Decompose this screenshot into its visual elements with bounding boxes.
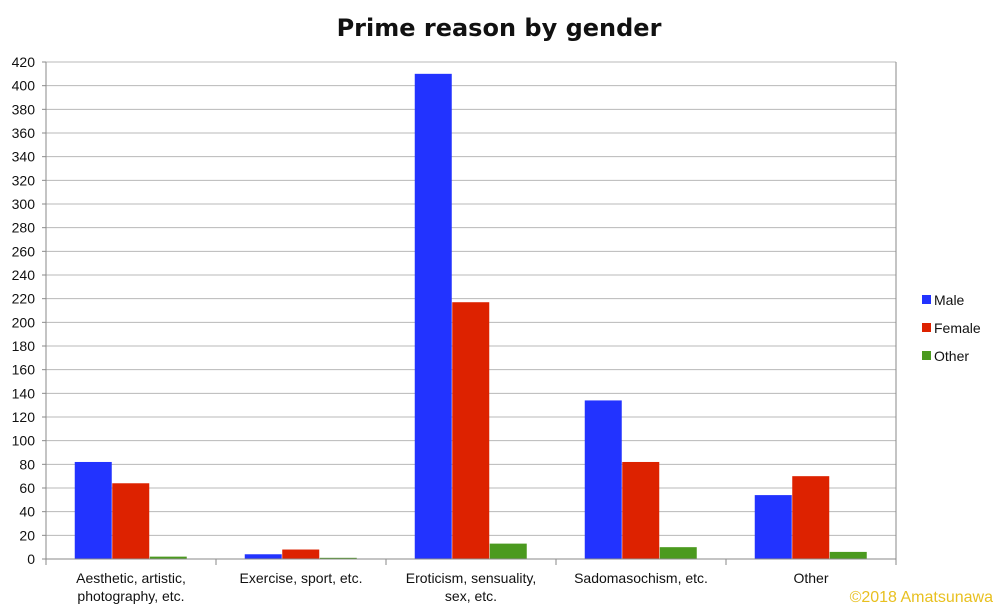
- y-tick-label: 20: [19, 527, 35, 543]
- y-tick-label: 220: [12, 291, 36, 307]
- y-tick-label: 420: [12, 54, 36, 70]
- bar-female: [792, 476, 830, 559]
- y-tick-label: 400: [12, 78, 36, 94]
- y-tick-label: 320: [12, 172, 36, 188]
- y-tick-label: 280: [12, 220, 36, 236]
- y-tick-label: 140: [12, 385, 36, 401]
- x-category-label: Other: [793, 570, 828, 586]
- bar-other: [149, 556, 187, 559]
- y-tick-label: 100: [12, 433, 36, 449]
- bar-male: [754, 495, 792, 559]
- bar-female: [112, 483, 150, 559]
- x-category-label: sex, etc.: [445, 588, 497, 604]
- gridlines: [46, 61, 896, 560]
- bar-female: [282, 549, 320, 559]
- y-axis-ticks: 0 20 40 60 80 100 120 140 160 180 200 220 240 260 280 3…: [12, 54, 36, 567]
- y-tick-label: 40: [19, 504, 35, 520]
- bar-other: [489, 543, 527, 559]
- y-tick-label: 260: [12, 243, 36, 259]
- copyright-text: ©2018 Amatsunawa: [850, 589, 994, 606]
- bar-female: [622, 461, 660, 559]
- y-tick-label: 360: [12, 125, 36, 141]
- bar-male: [414, 73, 452, 559]
- bar-other: [829, 551, 867, 559]
- bar-male: [74, 461, 112, 559]
- bar-other: [319, 557, 357, 559]
- y-tick-label: 340: [12, 149, 36, 165]
- x-axis-labels: Aesthetic, artistic, photography, etc. Exe…: [76, 570, 829, 604]
- bar-other: [659, 547, 697, 559]
- y-tick-label: 240: [12, 267, 36, 283]
- legend: Male Female Other: [922, 292, 981, 364]
- chart-title: Prime reason by gender: [337, 14, 662, 42]
- x-category-label: photography, etc.: [77, 588, 184, 604]
- y-tick-label: 380: [12, 101, 36, 117]
- y-tick-label: 0: [27, 551, 35, 567]
- bars: [74, 73, 867, 559]
- x-category-label: Sadomasochism, etc.: [574, 570, 708, 586]
- legend-label-female: Female: [934, 320, 981, 336]
- y-tick-label: 160: [12, 362, 36, 378]
- x-category-label: Aesthetic, artistic,: [76, 570, 186, 586]
- legend-label-other: Other: [934, 348, 969, 364]
- legend-swatch-female: [922, 323, 931, 332]
- bar-male: [584, 400, 622, 559]
- y-tick-label: 60: [19, 480, 35, 496]
- x-category-label: Eroticism, sensuality,: [406, 570, 536, 586]
- y-tick-label: 300: [12, 196, 36, 212]
- bar-female: [452, 302, 490, 559]
- y-tick-label: 80: [19, 456, 35, 472]
- axes: [42, 61, 897, 565]
- y-tick-label: 200: [12, 314, 36, 330]
- legend-label-male: Male: [934, 292, 965, 308]
- x-category-label: Exercise, sport, etc.: [240, 570, 363, 586]
- y-tick-label: 180: [12, 338, 36, 354]
- bar-male: [244, 554, 282, 559]
- legend-swatch-other: [922, 351, 931, 360]
- y-tick-label: 120: [12, 409, 36, 425]
- legend-swatch-male: [922, 295, 931, 304]
